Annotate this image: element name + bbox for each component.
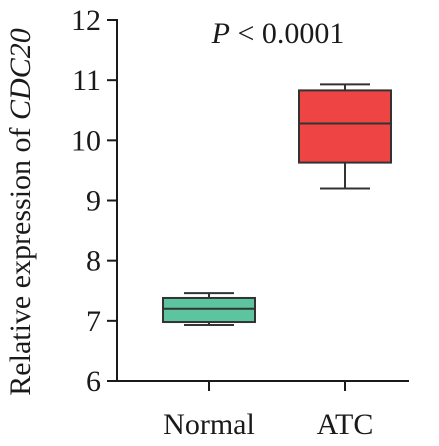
p-value-text: < 0.0001 [230,17,344,50]
p-value-annotation: P < 0.0001 [211,17,345,50]
box-iqr [162,296,256,324]
y-tick-label: 9 [86,185,101,218]
y-tick-label: 10 [71,124,101,157]
y-tick-label: 8 [86,245,101,278]
box-atc [298,83,392,190]
y-axis-title-gene: CDC20 [4,28,37,120]
y-axis-title: Relative expression of CDC20 [4,28,37,395]
x-ticks: Normal ATC [163,381,373,441]
x-tick-label: ATC [317,408,374,441]
box-normal [162,292,256,327]
y-tick-label: 6 [86,365,101,398]
boxes [162,83,392,327]
y-tick-label: 12 [71,4,101,37]
box-iqr [298,89,392,164]
y-tick-label: 11 [72,64,101,97]
x-tick-label: Normal [163,408,255,441]
y-axis-title-prefix: Relative expression of [4,120,37,396]
y-tick-label: 7 [86,305,101,338]
y-ticks: 6 7 8 9 10 11 12 [71,4,117,398]
p-value-letter: P [211,17,230,50]
